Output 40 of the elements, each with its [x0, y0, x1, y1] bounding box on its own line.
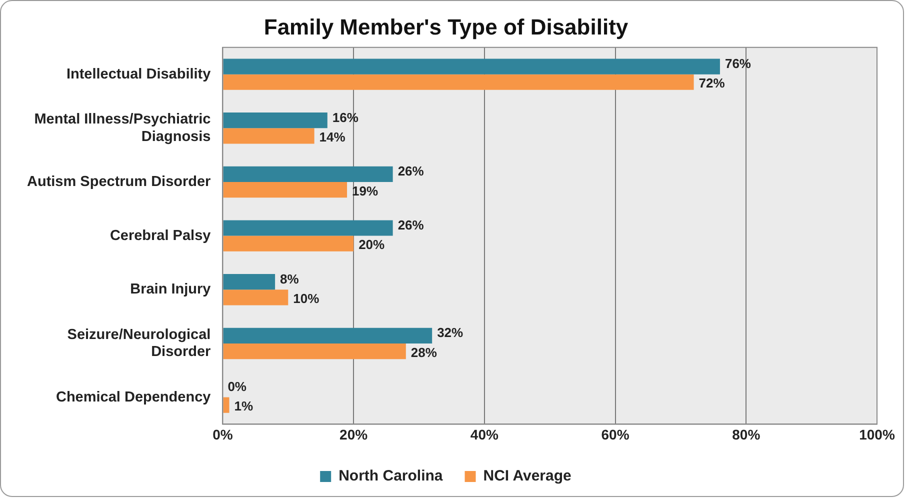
bar [223, 182, 348, 198]
x-tick-label: 60% [601, 426, 630, 442]
bar [223, 236, 354, 252]
y-tick-label: Seizure/Neurological Disorder [67, 326, 212, 360]
data-label: 0% [228, 379, 247, 394]
data-label: 8% [280, 271, 300, 286]
data-label: 14% [319, 130, 346, 145]
bar [223, 58, 720, 74]
y-tick-label: Cerebral Palsy [110, 228, 211, 244]
bar [223, 397, 230, 413]
y-tick-label: Brain Injury [130, 282, 211, 298]
data-label: 28% [410, 344, 438, 360]
data-label: 1% [234, 398, 254, 414]
y-tick-label: Autism Spectrum Disorder [26, 174, 212, 190]
bar [223, 290, 288, 306]
data-label: 26% [398, 218, 424, 233]
y-tick-label: Intellectual Disability [66, 66, 211, 82]
x-tick-label: 20% [340, 426, 368, 442]
data-label: 72% [698, 76, 726, 91]
x-tick-label: 80% [732, 426, 761, 442]
data-label: 32% [437, 325, 464, 340]
bar [223, 328, 432, 344]
bar [223, 74, 694, 90]
legend-label: North Carolina [338, 468, 444, 485]
bar [223, 166, 393, 182]
bar [223, 343, 406, 360]
legend-label: NCI Average [483, 468, 572, 485]
bar [223, 220, 393, 236]
chart-title: Family Member's Type of Disability [264, 14, 629, 40]
data-label: 10% [293, 291, 320, 306]
y-tick-label: Chemical Dependency [56, 389, 211, 406]
x-tick-label: 100% [859, 426, 896, 442]
y-tick-label: Mental Illness/Psychiatric Diagnosis [34, 111, 211, 145]
bar [223, 112, 328, 128]
data-label: 26% [398, 164, 424, 179]
bar [223, 274, 276, 290]
x-tick-label: 0% [212, 426, 234, 442]
bar [223, 128, 314, 144]
x-tick-label: 40% [470, 426, 499, 442]
data-label: 20% [358, 237, 386, 252]
